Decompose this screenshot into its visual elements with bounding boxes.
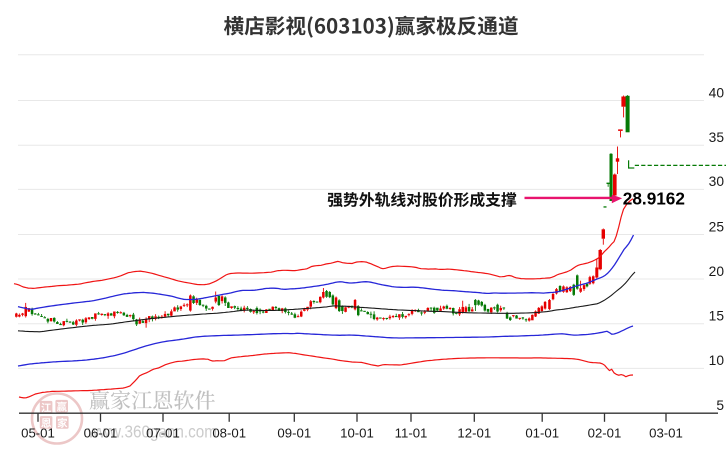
svg-text:05-01: 05-01 xyxy=(21,426,55,441)
svg-text:01-01: 01-01 xyxy=(525,426,559,441)
svg-text:02-01: 02-01 xyxy=(588,426,622,441)
svg-text:10: 10 xyxy=(709,353,725,368)
svg-text:09-01: 09-01 xyxy=(277,426,311,441)
svg-text:15: 15 xyxy=(709,309,725,324)
svg-text:11-01: 11-01 xyxy=(395,426,428,441)
svg-text:08-01: 08-01 xyxy=(212,426,246,441)
svg-text:30: 30 xyxy=(709,174,725,189)
svg-text:06-01: 06-01 xyxy=(84,426,118,441)
svg-text:5: 5 xyxy=(716,398,724,413)
svg-text:03-01: 03-01 xyxy=(649,426,683,441)
svg-text:20: 20 xyxy=(709,264,725,279)
svg-text:12-01: 12-01 xyxy=(457,426,491,441)
svg-text:35: 35 xyxy=(709,130,725,145)
svg-text:28.9162: 28.9162 xyxy=(623,189,685,209)
svg-text:www.360gann.com: www.360gann.com xyxy=(87,421,217,441)
svg-text:10-01: 10-01 xyxy=(340,426,374,441)
svg-text:07-01: 07-01 xyxy=(146,426,180,441)
svg-text:40: 40 xyxy=(709,85,725,100)
svg-text:25: 25 xyxy=(709,219,725,234)
